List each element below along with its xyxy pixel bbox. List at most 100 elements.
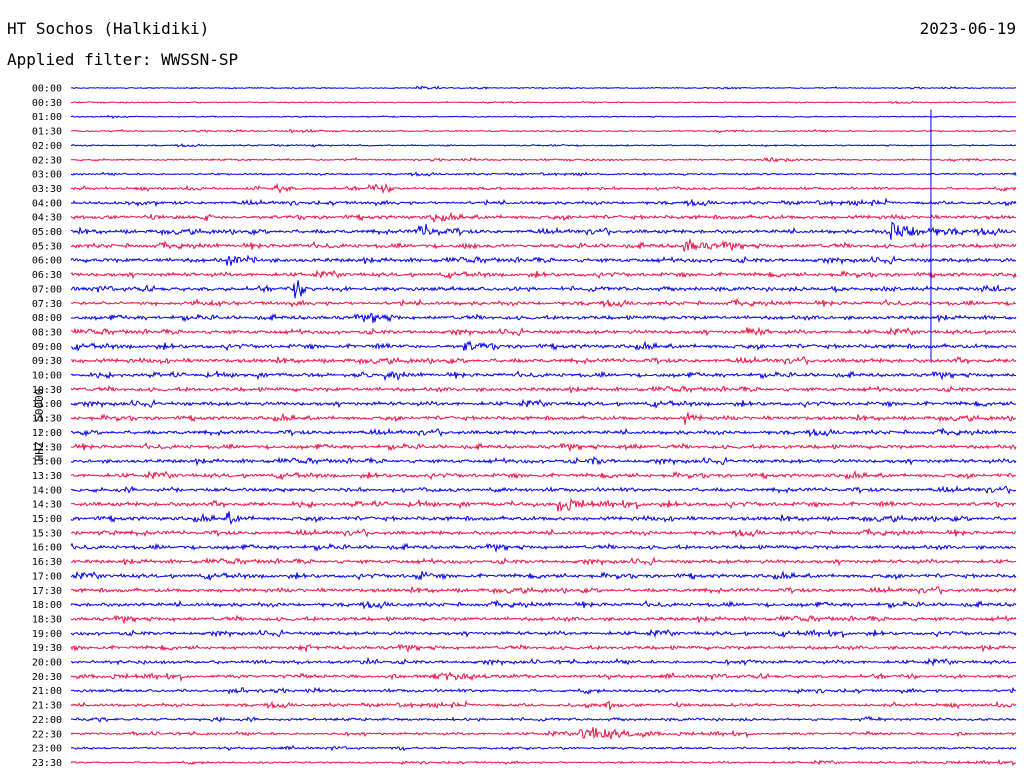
trace-row [70, 280, 1017, 299]
row-time-label: 10:30 [32, 385, 62, 396]
row-time-label: 01:00 [32, 112, 62, 123]
row-time-label: 01:30 [32, 127, 62, 138]
station-title: HT Sochos (Halkidiki) [7, 19, 210, 38]
trace-row [70, 237, 1017, 252]
row-time-label: 03:00 [32, 170, 62, 181]
trace-row [70, 469, 1017, 481]
trace-row [70, 727, 1017, 740]
row-time-label: 15:00 [32, 514, 62, 525]
row-time-label: 19:30 [32, 643, 62, 654]
trace-row [70, 156, 1017, 163]
row-time-label: 17:00 [32, 571, 62, 582]
trace-row [70, 312, 1017, 324]
trace-row [70, 628, 1017, 639]
trace-row [70, 384, 1017, 394]
trace-row [70, 599, 1017, 610]
trace-row [70, 759, 1017, 767]
row-time-label: 04:00 [32, 198, 62, 209]
trace-row [70, 211, 1017, 223]
trace-row [70, 744, 1017, 752]
row-time-label: 14:00 [32, 485, 62, 496]
row-time-label: 20:30 [32, 672, 62, 683]
trace-row [70, 715, 1016, 723]
row-time-label: 02:30 [32, 155, 62, 166]
trace-row [71, 585, 1017, 596]
row-time-label: 22:30 [32, 729, 62, 740]
trace-row [70, 182, 1017, 195]
row-time-label: 19:00 [32, 629, 62, 640]
row-time-label: 16:00 [32, 543, 62, 554]
trace-row [70, 556, 1017, 567]
trace-row [70, 456, 1017, 467]
trace-row [70, 370, 1017, 382]
row-time-label: 09:00 [32, 342, 62, 353]
row-time-label: 03:30 [32, 184, 62, 195]
row-time-label: 06:00 [32, 256, 62, 267]
trace-row [70, 100, 1017, 105]
row-time-label: 13:00 [32, 457, 62, 468]
trace-row [70, 269, 1017, 280]
trace-row [70, 497, 1017, 513]
trace-row [70, 614, 1017, 625]
row-time-label: 12:00 [32, 428, 62, 439]
row-time-label: 08:30 [32, 327, 62, 338]
trace-row [70, 484, 1017, 495]
row-time-label: 21:00 [32, 686, 62, 697]
row-time-label: 05:00 [32, 227, 62, 238]
row-time-label: 00:00 [32, 84, 62, 95]
row-time-label: 21:30 [32, 701, 62, 712]
trace-row [70, 570, 1017, 581]
row-time-label: 14:30 [32, 500, 62, 511]
trace-row [70, 340, 1017, 352]
trace-row [70, 355, 1017, 366]
row-time-label: 20:00 [32, 658, 62, 669]
trace-row [70, 326, 1017, 337]
row-time-label: 11:00 [32, 399, 62, 410]
row-time-label: 13:30 [32, 471, 62, 482]
trace-row [70, 197, 1017, 208]
trace-row [70, 221, 1017, 240]
row-time-label: 22:00 [32, 715, 62, 726]
row-time-label: 07:00 [32, 284, 62, 295]
trace-row [70, 542, 1017, 553]
trace-row [70, 442, 1017, 453]
trace-row [70, 671, 1017, 683]
plot-date: 2023-06-19 [919, 19, 1016, 38]
row-time-label: 23:30 [32, 758, 62, 769]
row-time-label: 00:30 [32, 98, 62, 109]
trace-row [70, 171, 1017, 177]
trace-row [70, 254, 1016, 266]
row-time-label: 05:30 [32, 241, 62, 252]
trace-row [70, 699, 1017, 712]
row-time-label: 08:00 [32, 313, 62, 324]
trace-row [70, 398, 1017, 409]
trace-row [70, 643, 1017, 653]
row-time-label: 15:30 [32, 528, 62, 539]
row-time-label: 06:30 [32, 270, 62, 281]
trace-row [70, 85, 1017, 91]
trace-row [70, 511, 1017, 526]
row-time-label: 04:30 [32, 213, 62, 224]
trace-row [70, 114, 1017, 120]
row-time-label: 12:30 [32, 442, 62, 453]
row-time-label: 18:00 [32, 600, 62, 611]
trace-row [70, 656, 1017, 667]
row-time-label: 23:00 [32, 744, 62, 755]
filter-label: Applied filter: WWSSN-SP [7, 50, 239, 69]
row-time-label: 16:30 [32, 557, 62, 568]
trace-row [70, 412, 1016, 425]
row-time-label: 18:30 [32, 614, 62, 625]
row-time-label: 10:00 [32, 371, 62, 382]
row-time-label: 09:30 [32, 356, 62, 367]
row-time-label: 11:30 [32, 414, 62, 425]
trace-row [70, 128, 1017, 134]
trace-row [70, 143, 1017, 148]
row-time-label: 02:00 [32, 141, 62, 152]
row-time-label: 07:30 [32, 299, 62, 310]
trace-row [70, 427, 1017, 438]
row-time-label: 17:30 [32, 586, 62, 597]
trace-row [70, 686, 1017, 695]
trace-row [70, 527, 1017, 538]
trace-row [70, 298, 1017, 309]
